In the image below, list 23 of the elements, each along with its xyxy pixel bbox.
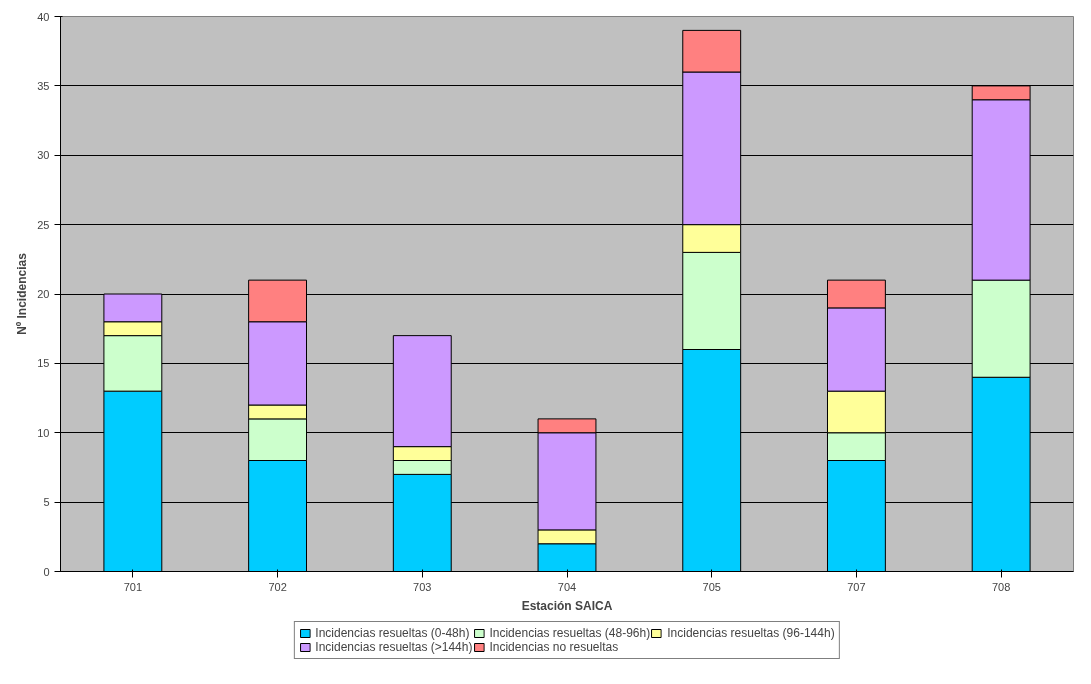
x-tick-label: 701 <box>123 580 143 593</box>
y-tick-label: 35 <box>37 79 50 92</box>
y-tick-label: 20 <box>37 288 50 300</box>
legend-label: Incidencias resueltas (48-96h) <box>489 626 651 640</box>
y-tick-label: 10 <box>37 426 50 439</box>
legend-label: Incidencias no resueltas <box>489 640 619 654</box>
x-tick-label: 708 <box>991 580 1011 593</box>
x-tick-label: 702 <box>268 580 287 593</box>
y-tick-label: 5 <box>43 496 50 509</box>
x-tick-label: 704 <box>557 580 577 593</box>
x-tick-label: 703 <box>413 580 432 593</box>
y-tick-label: 30 <box>37 149 50 162</box>
x-tick-label: 707 <box>847 580 866 593</box>
y-tick-label: 40 <box>37 10 50 23</box>
y-axis-title: Nº Incidencias <box>15 252 30 335</box>
y-tick-label: 25 <box>37 218 50 231</box>
legend-label: Incidencias resueltas (0-48h) <box>315 626 470 640</box>
y-tick-label: 0 <box>43 565 50 578</box>
legend-label: Incidencias resueltas (>144h) <box>315 640 473 654</box>
x-tick-label: 705 <box>702 580 721 593</box>
legend-label: Incidencias resueltas (96-144h) <box>667 626 835 640</box>
x-axis-title: Estación SAICA <box>521 598 613 613</box>
y-tick-label: 15 <box>37 357 50 370</box>
